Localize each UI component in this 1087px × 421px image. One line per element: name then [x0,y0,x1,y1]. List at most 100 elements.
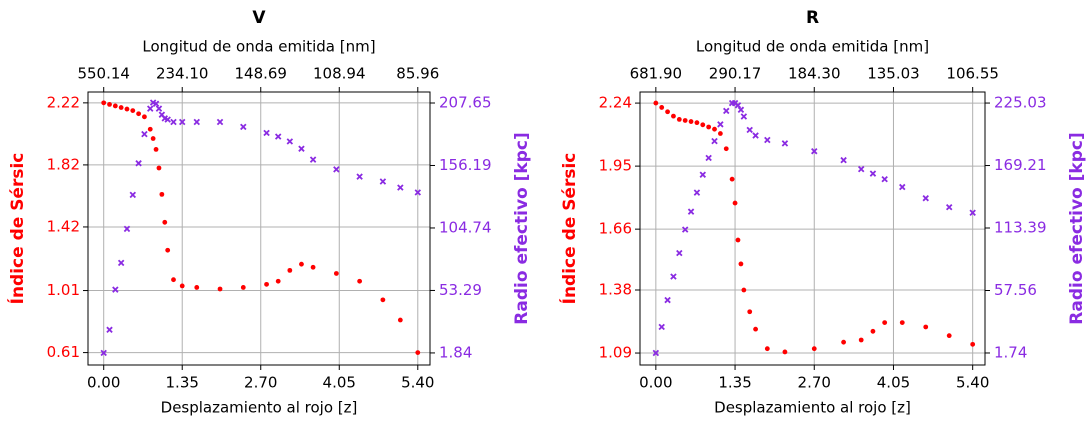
y2-axis-label: Radio efectivo [kpc] [1067,132,1087,324]
point [136,111,142,117]
y-axis-label: Índice de Sérsic [558,153,580,305]
point [356,173,363,180]
point [659,105,665,110]
point [705,154,712,162]
x-tick-label: 0.00 [639,374,672,392]
point [107,102,112,107]
point [970,341,976,347]
point [723,107,730,115]
point [357,278,363,284]
point [129,191,137,199]
x-axis-label: Desplazamiento al rojo [z] [161,399,358,417]
point [841,339,846,345]
x2-tick-label: 135.03 [867,65,920,83]
point [193,118,201,126]
point [664,296,671,304]
point [652,349,660,357]
top-axis-label: Longitud de onda emitida [nm] [142,38,375,56]
point [881,175,888,183]
x2-tick-label: 148.69 [234,65,287,83]
point [165,247,171,253]
y-tick-label: 1.82 [47,155,80,173]
y-tick-label: 1.95 [599,157,632,175]
y2-tick-label: 104.74 [439,218,492,236]
point [923,324,929,330]
point [858,337,864,343]
point [671,113,676,119]
point [112,103,118,109]
point [415,350,421,355]
x-tick-label: 5.40 [401,374,434,392]
point [899,183,906,191]
point [811,147,818,155]
y2-tick-label: 57.56 [994,281,1037,299]
point [333,166,340,173]
point [741,287,747,293]
point [287,267,293,273]
y-axis-label: Índice de Sérsic [6,153,28,305]
chart-title: R [806,8,819,28]
point [732,200,738,206]
x2-tick-label: 234.10 [156,65,209,83]
point [178,118,186,126]
point [737,106,745,114]
x2-tick-label: 106.55 [946,65,999,83]
point [106,326,113,334]
point [240,285,246,290]
point [152,100,160,108]
point [146,105,154,112]
point [700,122,706,128]
point [882,320,888,326]
point [397,184,404,191]
point [142,114,147,120]
plot-frame [639,91,986,366]
point [150,136,156,141]
point [147,126,153,132]
point [117,259,125,267]
point [162,219,168,225]
x-tick-label: 2.70 [798,374,831,392]
point [922,194,929,202]
point [216,118,224,126]
x-tick-label: 1.35 [166,374,199,392]
y-tick-label: 1.09 [599,344,632,362]
point [687,208,695,215]
point [670,273,677,280]
point [653,100,659,106]
point [665,109,670,115]
point [155,105,163,112]
y2-tick-label: 156.19 [439,156,492,174]
plot-frame [87,91,431,366]
point [101,100,107,106]
point [738,261,744,267]
point [688,119,694,124]
point [118,105,124,110]
y2-tick-label: 53.29 [439,281,482,299]
point [123,225,131,233]
point [159,191,165,197]
y2-tick-label: 225.03 [994,94,1047,112]
point [286,138,294,145]
point [869,170,877,177]
point [124,106,130,112]
x-axis-label: Desplazamiento al rojo [z] [714,399,911,417]
x2-tick-label: 184.30 [788,65,841,83]
x-tick-label: 1.35 [718,374,751,392]
point [164,116,171,123]
y-tick-label: 0.61 [47,343,80,361]
x2-tick-label: 681.90 [630,65,683,83]
x2-tick-label: 108.94 [313,65,366,83]
point [946,333,952,339]
y-tick-label: 1.01 [47,281,80,299]
point [264,281,269,287]
point [706,124,712,130]
x2-tick-label: 290.17 [709,65,762,83]
point [676,116,682,122]
point [746,126,753,134]
point [764,346,770,352]
point [156,165,162,171]
y-tick-label: 1.38 [599,281,632,299]
point [397,317,403,323]
point [781,140,789,147]
y2-tick-label: 1.74 [994,343,1027,361]
